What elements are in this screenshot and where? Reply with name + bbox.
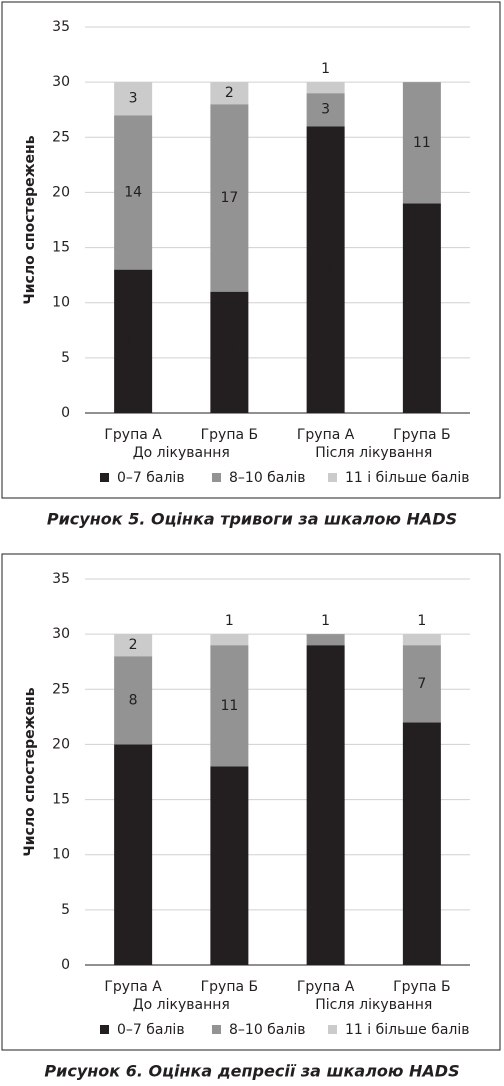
caption: Рисунок 6. Оцінка депресії за шкалою HAD…	[44, 1062, 459, 1081]
legend-label: 11 і більше балів	[345, 1022, 470, 1038]
y-tick-label: 0	[61, 957, 70, 973]
caption: Рисунок 5. Оцінка тривоги за шкалою HADS	[47, 510, 457, 529]
bar-segment	[114, 634, 153, 657]
chart-frame	[1, 1, 501, 499]
legend-label: 8–10 балів	[229, 1022, 305, 1038]
x-tick-label: Група Б	[201, 427, 259, 443]
bar-segment	[114, 656, 153, 745]
y-tick-label: 20	[52, 184, 70, 200]
bar-segment	[402, 645, 441, 723]
bar-segment	[402, 634, 441, 646]
data-label: 1	[321, 613, 330, 629]
legend-swatch	[100, 473, 109, 482]
group-label: До лікування	[133, 445, 230, 461]
y-tick-label: 5	[61, 350, 70, 366]
bar-segment	[306, 82, 345, 94]
bar-segment	[210, 291, 249, 413]
legend-label: 0–7 балів	[117, 470, 185, 486]
bar-segment	[210, 766, 249, 965]
y-tick-label: 10	[52, 847, 70, 863]
data-label: 2	[129, 637, 138, 653]
y-tick-label: 15	[52, 240, 70, 256]
data-label: 1	[321, 61, 330, 77]
data-label: 13	[124, 333, 142, 349]
data-label: 14	[124, 184, 142, 200]
bar-segment	[402, 722, 441, 965]
legend-swatch	[212, 1025, 221, 1034]
x-tick-label: Група А	[297, 979, 355, 995]
y-tick-label: 10	[52, 295, 70, 311]
y-tick-label: 35	[52, 571, 70, 587]
group-label: Після лікування	[315, 997, 432, 1013]
y-tick-label: 35	[52, 19, 70, 35]
y-axis-label: Число спостережень	[22, 687, 38, 856]
y-axis-label: Число спостережень	[22, 135, 38, 304]
data-label: 3	[321, 102, 330, 118]
y-tick-label: 30	[52, 626, 70, 642]
bar-segment	[306, 93, 345, 127]
x-tick-label: Група А	[297, 427, 355, 443]
legend-swatch	[328, 1025, 337, 1034]
data-label: 22	[413, 836, 431, 852]
bar-segment	[114, 115, 153, 270]
x-tick-label: Група Б	[393, 979, 451, 995]
group-label: До лікування	[133, 997, 230, 1013]
data-label: 29	[317, 797, 335, 813]
x-tick-label: Група А	[104, 427, 162, 443]
bar-segment	[210, 645, 249, 767]
y-tick-label: 20	[52, 736, 70, 752]
bar-segment	[306, 126, 345, 413]
legend-swatch	[328, 473, 337, 482]
data-label: 26	[317, 262, 335, 278]
data-label: 1	[225, 613, 234, 629]
data-label: 7	[417, 676, 426, 692]
bar-segment	[114, 744, 153, 965]
bar-segment	[402, 203, 441, 413]
data-label: 11	[220, 344, 238, 360]
group-label: Після лікування	[315, 445, 432, 461]
y-tick-label: 5	[61, 902, 70, 918]
data-label: 2	[225, 85, 234, 101]
x-tick-label: Група Б	[393, 427, 451, 443]
bar-segment	[306, 645, 345, 965]
data-label: 18	[220, 858, 238, 874]
data-label: 11	[220, 698, 238, 714]
data-label: 20	[124, 847, 142, 863]
legend-swatch	[100, 1025, 109, 1034]
bar-segment	[114, 82, 153, 116]
bar-segment	[210, 634, 249, 646]
data-label: 3	[129, 91, 138, 107]
y-tick-label: 30	[52, 74, 70, 90]
y-tick-label: 15	[52, 792, 70, 808]
data-label: 8	[129, 692, 138, 708]
bar-segment	[306, 634, 345, 646]
legend-label: 11 і більше балів	[345, 470, 470, 486]
data-label: 1	[417, 613, 426, 629]
bar-segment	[210, 104, 249, 292]
data-label: 11	[413, 135, 431, 151]
y-tick-label: 25	[52, 681, 70, 697]
legend-swatch	[212, 473, 221, 482]
bar-segment	[402, 82, 441, 204]
bar-segment	[114, 269, 153, 413]
legend-label: 8–10 балів	[229, 470, 305, 486]
data-label: 17	[220, 190, 238, 206]
x-tick-label: Група Б	[201, 979, 259, 995]
y-tick-label: 0	[61, 405, 70, 421]
bar-segment	[210, 82, 249, 105]
y-tick-label: 25	[52, 129, 70, 145]
chart-frame	[1, 553, 501, 1051]
data-label: 19	[413, 300, 431, 316]
x-tick-label: Група А	[104, 979, 162, 995]
legend-label: 0–7 балів	[117, 1022, 185, 1038]
